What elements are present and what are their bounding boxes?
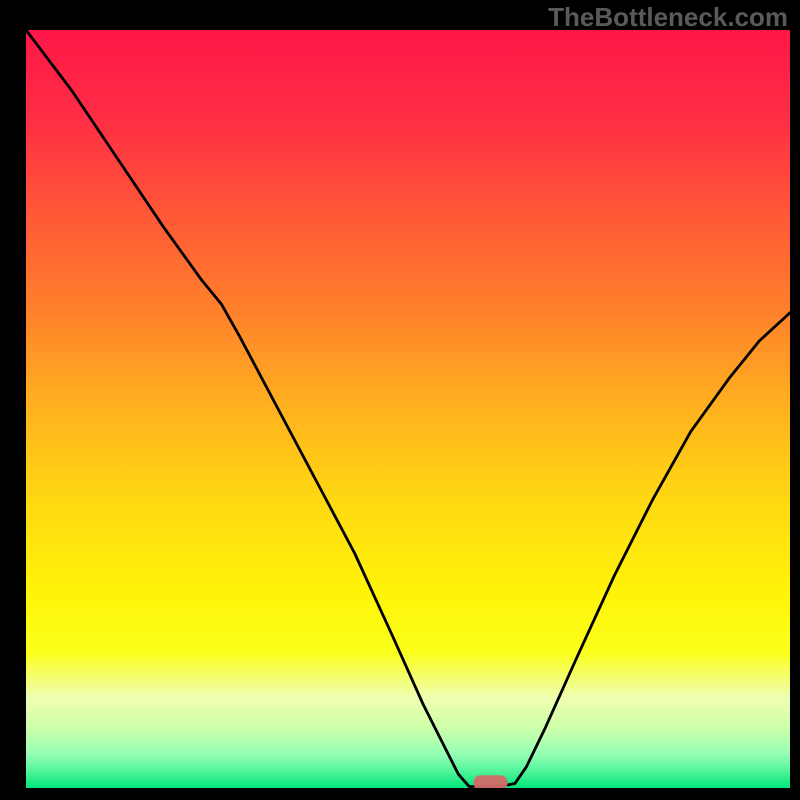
watermark-text: TheBottleneck.com [548,2,788,33]
plot-svg [26,30,790,788]
gradient-background [26,30,790,788]
plot-area [26,30,790,788]
optimal-marker [474,775,508,788]
chart-container: TheBottleneck.com [0,0,800,800]
